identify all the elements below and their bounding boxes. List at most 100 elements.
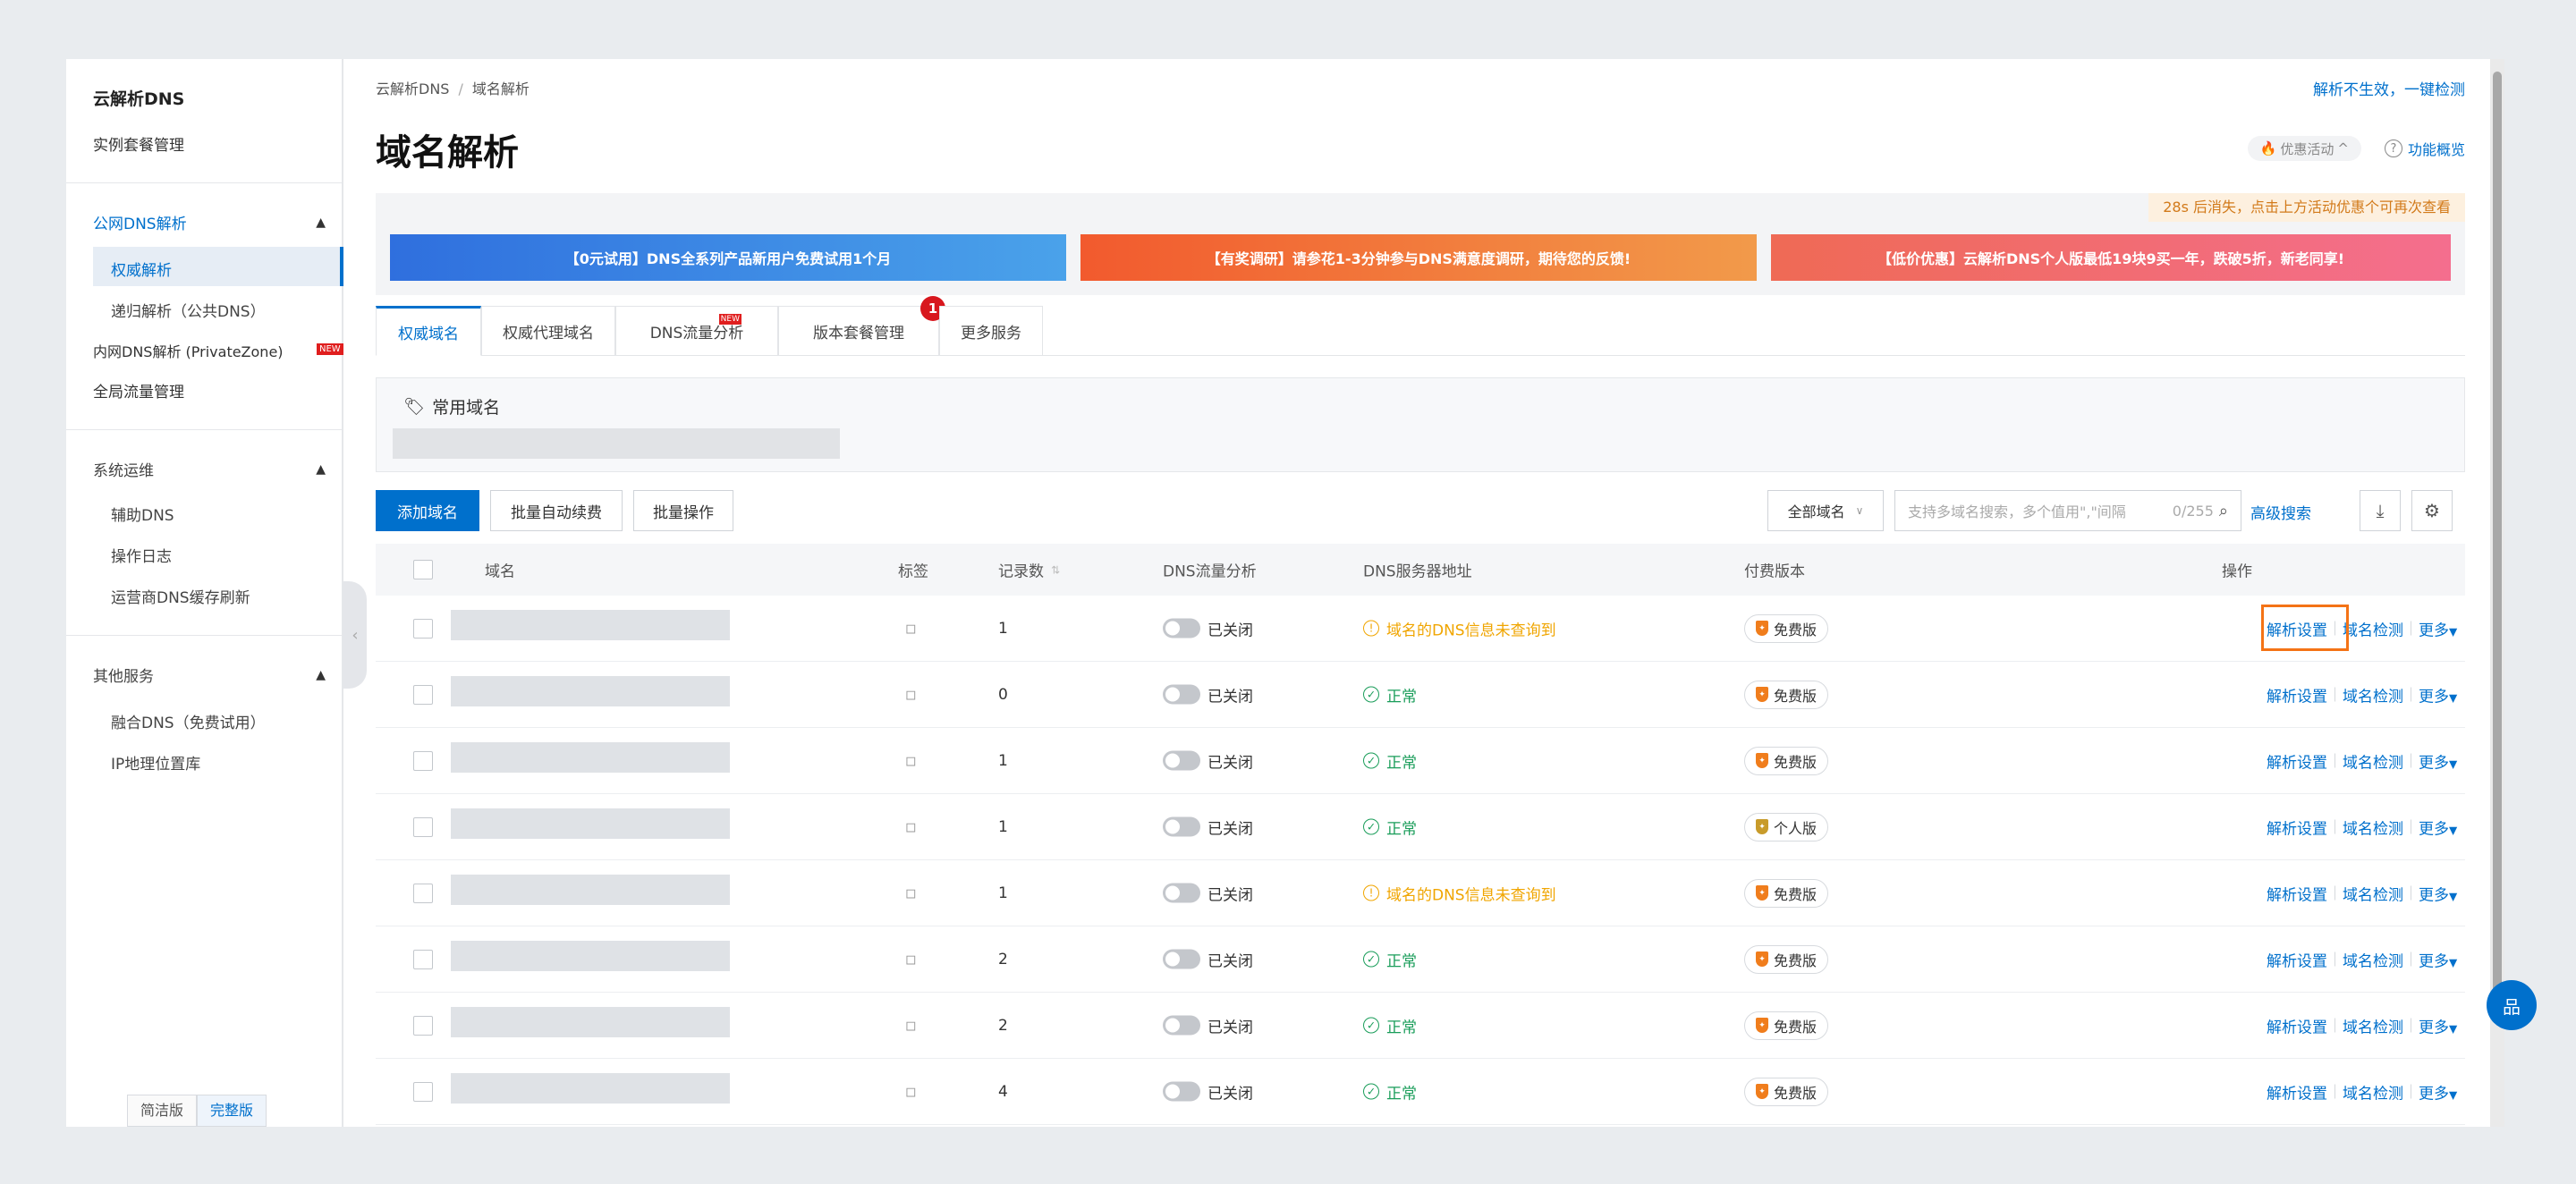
row-checkbox[interactable]	[413, 949, 433, 969]
record-count[interactable]: 2	[998, 950, 1008, 968]
traffic-toggle[interactable]: 已关闭	[1163, 816, 1253, 838]
sidebar-item-ip-geo[interactable]: IP地理位置库	[111, 756, 201, 774]
traffic-toggle[interactable]: 已关闭	[1163, 948, 1253, 970]
resolve-settings-link[interactable]: 解析设置	[2267, 688, 2327, 706]
tag-icon[interactable]: ◇	[900, 882, 923, 904]
checkbox[interactable]	[413, 816, 433, 837]
sidebar-group-ops[interactable]: 系统运维 ▲	[93, 458, 326, 481]
sidebar-item-isp-cache[interactable]: 运营商DNS缓存刷新	[111, 589, 250, 607]
tag-icon[interactable]: ◇	[900, 1080, 923, 1103]
domain-check-link[interactable]: 域名检测	[2343, 886, 2403, 904]
domain-check-link[interactable]: 域名检测	[2343, 1019, 2403, 1036]
sidebar-item-instance[interactable]: 实例套餐管理	[93, 137, 184, 155]
domain-check-link[interactable]: 域名检测	[2343, 820, 2403, 838]
sidebar-item-fusion-dns[interactable]: 融合DNS（免费试用）	[111, 715, 266, 732]
domain-name-redacted[interactable]	[451, 808, 730, 839]
resolve-settings-link[interactable]: 解析设置	[2267, 622, 2327, 639]
mode-simple-button[interactable]: 简洁版	[127, 1095, 198, 1127]
row-checkbox[interactable]	[413, 618, 433, 639]
traffic-toggle[interactable]: 已关闭	[1163, 683, 1253, 706]
tag-icon[interactable]: ◇	[900, 683, 923, 706]
row-checkbox[interactable]	[413, 1015, 433, 1036]
row-checkbox[interactable]	[413, 1081, 433, 1102]
sort-icon[interactable]: ⇅	[1051, 563, 1061, 576]
more-menu[interactable]: 更多▼	[2419, 1014, 2457, 1036]
tag-icon[interactable]: ◇	[900, 948, 923, 970]
toggle-switch[interactable]	[1163, 750, 1200, 771]
domain-check-link[interactable]: 域名检测	[2343, 1085, 2403, 1103]
banner-discount[interactable]: 【低价优惠】云解析DNS个人版最低19块9买一年，跌破5折，新老同享!	[1771, 234, 2451, 281]
resolve-settings-link[interactable]: 解析设置	[2267, 952, 2327, 970]
traffic-toggle[interactable]: 已关闭	[1163, 1014, 1253, 1036]
record-count[interactable]: 4	[998, 1082, 1008, 1101]
add-domain-button[interactable]: 添加域名	[376, 490, 479, 531]
resolve-settings-link[interactable]: 解析设置	[2267, 1019, 2327, 1036]
traffic-toggle[interactable]: 已关闭	[1163, 617, 1253, 639]
tab-proxy[interactable]: 权威代理域名	[481, 306, 615, 356]
sidebar-group-public-dns[interactable]: 公网DNS解析 ▲	[93, 211, 326, 234]
domain-name-redacted[interactable]	[451, 1073, 730, 1104]
download-icon[interactable]: ⤓	[2360, 490, 2401, 531]
more-menu[interactable]: 更多▼	[2419, 816, 2457, 838]
record-count[interactable]: 0	[998, 685, 1008, 704]
domain-check-link[interactable]: 域名检测	[2343, 952, 2403, 970]
checkbox[interactable]	[413, 684, 433, 705]
dns-check-link[interactable]: 解析不生效，一键检测	[2313, 81, 2465, 99]
sidebar-group-other[interactable]: 其他服务 ▲	[93, 664, 326, 687]
sidebar-item-aux-dns[interactable]: 辅助DNS	[111, 507, 174, 525]
resolve-settings-link[interactable]: 解析设置	[2267, 754, 2327, 772]
domain-check-link[interactable]: 域名检测	[2343, 688, 2403, 706]
resolve-settings-link[interactable]: 解析设置	[2267, 1085, 2327, 1103]
more-menu[interactable]: 更多▼	[2419, 683, 2457, 706]
checkbox[interactable]	[413, 618, 433, 639]
batch-ops-button[interactable]: 批量操作	[633, 490, 733, 531]
checkbox[interactable]	[413, 949, 433, 969]
checkbox[interactable]	[413, 1015, 433, 1036]
float-assistant-icon[interactable]: 品	[2487, 980, 2537, 1030]
sidebar-item-authoritative[interactable]: 权威解析	[111, 262, 172, 280]
domain-name-redacted[interactable]	[451, 676, 730, 706]
record-count[interactable]: 2	[998, 1016, 1008, 1035]
promo-button[interactable]: 🔥 优惠活动 ^	[2247, 136, 2361, 161]
search-input[interactable]: 支持多域名搜索，多个值用","间隔 0/255 ⌕	[1894, 490, 2241, 531]
checkbox[interactable]	[413, 1081, 433, 1102]
banner-survey[interactable]: 【有奖调研】请参花1-3分钟参与DNS满意度调研，期待您的反馈!	[1080, 234, 1757, 281]
row-checkbox[interactable]	[413, 750, 433, 771]
row-checkbox[interactable]	[413, 684, 433, 705]
toggle-switch[interactable]	[1163, 883, 1200, 903]
gear-icon[interactable]: ⚙	[2411, 490, 2453, 531]
traffic-toggle[interactable]: 已关闭	[1163, 1080, 1253, 1103]
toggle-switch[interactable]	[1163, 684, 1200, 705]
domain-name-redacted[interactable]	[451, 742, 730, 773]
tab-more-services[interactable]: 更多服务	[939, 306, 1043, 356]
select-all-checkbox[interactable]	[413, 560, 433, 579]
resolve-settings-link[interactable]: 解析设置	[2267, 820, 2327, 838]
domain-name-redacted[interactable]	[451, 1007, 730, 1037]
record-count[interactable]: 1	[998, 884, 1008, 902]
domain-name-redacted[interactable]	[451, 610, 730, 640]
row-checkbox[interactable]	[413, 883, 433, 903]
search-icon[interactable]: ⌕	[2218, 501, 2228, 520]
domain-check-link[interactable]: 域名检测	[2343, 622, 2403, 639]
batch-renew-button[interactable]: 批量自动续费	[490, 490, 623, 531]
more-menu[interactable]: 更多▼	[2419, 617, 2457, 639]
domain-filter-select[interactable]: 全部域名 ∨	[1767, 490, 1884, 531]
record-count[interactable]: 1	[998, 817, 1008, 836]
domain-name-redacted[interactable]	[451, 941, 730, 971]
tag-icon[interactable]: ◇	[900, 749, 923, 772]
more-menu[interactable]: 更多▼	[2419, 882, 2457, 904]
tab-plans[interactable]: 版本套餐管理 1	[778, 296, 945, 356]
scrollbar-thumb[interactable]	[2493, 72, 2502, 1019]
toggle-switch[interactable]	[1163, 618, 1200, 639]
tab-authoritative[interactable]: 权威域名	[376, 306, 481, 356]
mode-full-button[interactable]: 完整版	[197, 1095, 267, 1127]
toggle-switch[interactable]	[1163, 1081, 1200, 1102]
breadcrumb-root[interactable]: 云解析DNS	[376, 80, 450, 97]
sidebar-item-recursive[interactable]: 递归解析（公共DNS）	[111, 303, 266, 321]
countdown-notice[interactable]: 28s 后消失，点击上方活动优惠个可再次查看	[2148, 193, 2465, 222]
sidebar-collapse-handle[interactable]: ‹	[343, 581, 367, 689]
checkbox[interactable]	[413, 560, 433, 579]
tab-traffic[interactable]: DNS流量分析 NEW	[615, 306, 778, 356]
row-checkbox[interactable]	[413, 816, 433, 837]
resolve-settings-link[interactable]: 解析设置	[2267, 886, 2327, 904]
